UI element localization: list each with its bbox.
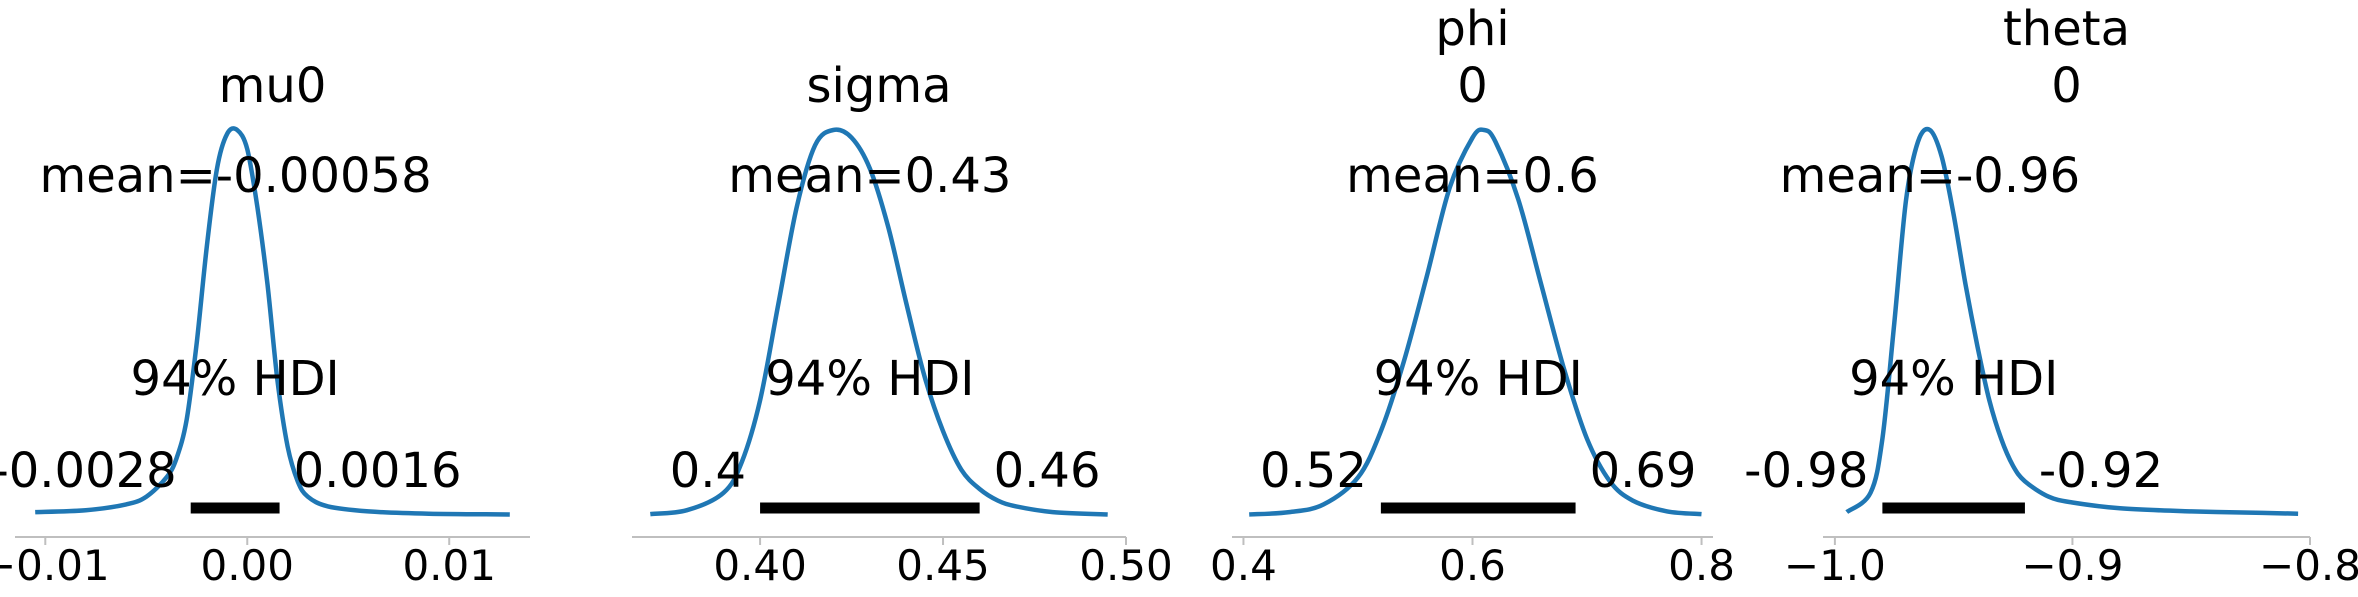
- mean-label: mean=-0.96: [1780, 148, 2081, 204]
- density-curve: [1249, 127, 1702, 517]
- x-tick-label: 0.45: [896, 541, 990, 590]
- x-tick-label: 0.6: [1439, 541, 1506, 590]
- x-tick-label: −0.8: [2259, 541, 2358, 590]
- x-tick-label: −1.0: [1784, 541, 1886, 590]
- x-tick-label: 0.50: [1079, 541, 1173, 590]
- mean-label: mean=0.43: [728, 148, 1011, 204]
- panel-title-index: 0: [1457, 58, 1488, 114]
- density-curve: [1845, 126, 2299, 516]
- hdi-label: 94% HDI: [1849, 351, 2058, 407]
- hdi-low-label: -0.0028: [0, 443, 177, 499]
- density-curve: [35, 126, 510, 517]
- hdi-high-label: 0.0016: [294, 443, 462, 499]
- hdi-low-label: 0.4: [670, 443, 746, 499]
- panel-title-index: 0: [2051, 58, 2082, 114]
- hdi-high-label: 0.69: [1590, 443, 1697, 499]
- x-tick-label: 0.40: [713, 541, 807, 590]
- x-tick-label: 0.8: [1668, 541, 1735, 590]
- mean-label: mean=0.6: [1346, 148, 1599, 204]
- x-tick-label: −0.9: [2021, 541, 2123, 590]
- hdi-label: 94% HDI: [131, 351, 340, 407]
- hdi-low-label: -0.98: [1744, 443, 1868, 499]
- x-tick-label: 0.01: [402, 541, 496, 590]
- panel-title: mu0: [219, 58, 327, 114]
- panel-title: phi: [1435, 1, 1509, 57]
- hdi-high-label: 0.46: [994, 443, 1101, 499]
- x-tick-label: 0.00: [200, 541, 294, 590]
- hdi-label: 94% HDI: [1374, 351, 1583, 407]
- density-curve: [650, 127, 1108, 517]
- hdi-high-label: -0.92: [2039, 443, 2163, 499]
- hdi-label: 94% HDI: [765, 351, 974, 407]
- panel-title: sigma: [807, 58, 952, 114]
- x-tick-label: −0.01: [0, 541, 110, 590]
- mean-label: mean=-0.00058: [39, 148, 431, 204]
- hdi-low-label: 0.52: [1260, 443, 1367, 499]
- panel-title: theta: [2003, 1, 2130, 57]
- x-tick-label: 0.4: [1210, 541, 1277, 590]
